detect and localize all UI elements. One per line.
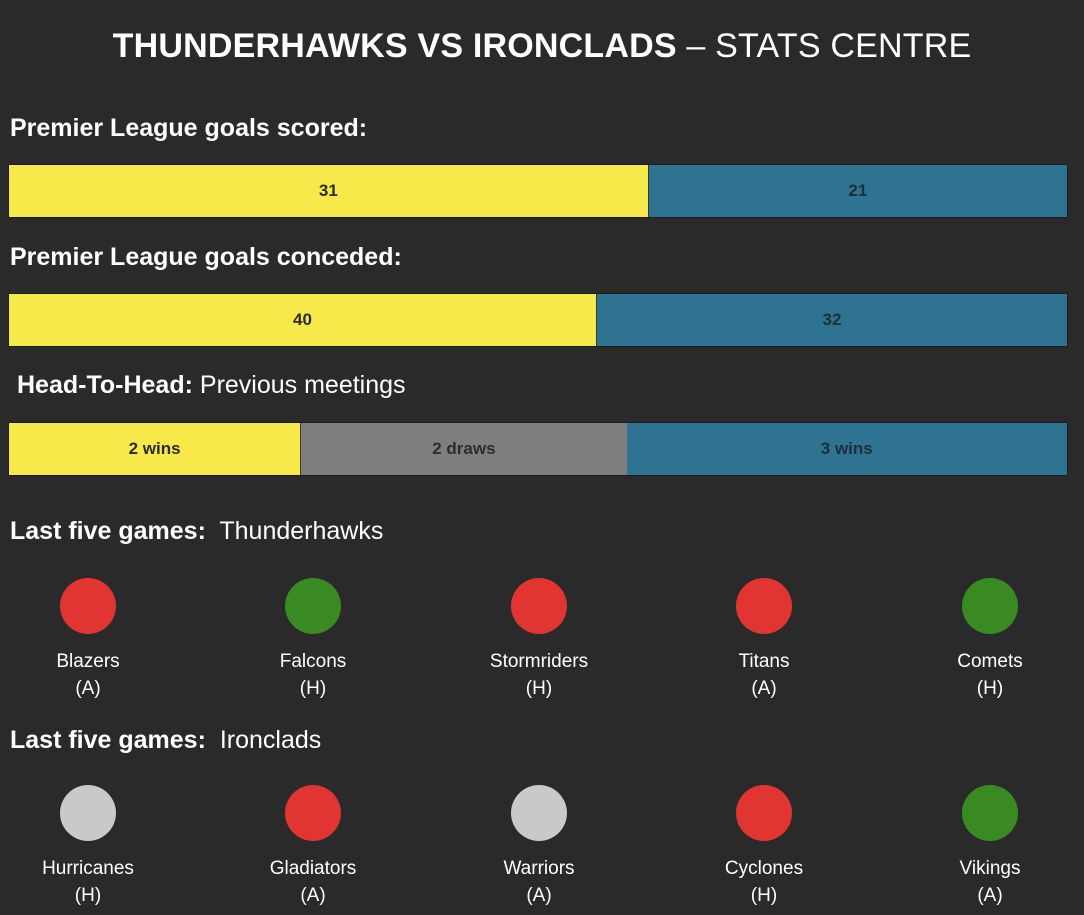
- opponent-name: Hurricanes: [42, 858, 134, 879]
- goals-scored-bar: 31 21: [8, 164, 1068, 218]
- form-game-item: Comets (H): [910, 578, 1070, 700]
- form-home-row: Blazers (A) Falcons (H) Stormriders (H) Titans…: [0, 578, 1084, 708]
- title-teams: THUNDERHAWKS VS IRONCLADS: [112, 27, 677, 65]
- goals-scored-home-value: 31: [318, 181, 338, 200]
- form-game-item: Vikings (A): [910, 785, 1070, 907]
- goals-scored-away-segment: 21: [648, 165, 1067, 217]
- result-loss-dot: [511, 578, 567, 634]
- venue-label: (A): [526, 885, 552, 906]
- venue-label: (A): [75, 678, 101, 699]
- goals-conceded-home-value: 40: [293, 310, 312, 329]
- form-away-team-name: Ironclads: [219, 726, 322, 754]
- venue-label: (A): [977, 885, 1003, 906]
- opponent-name: Stormriders: [489, 651, 589, 672]
- venue-label: (H): [525, 678, 553, 699]
- opponent-name: Titans: [738, 651, 790, 672]
- result-win-dot: [962, 578, 1018, 634]
- form-away-heading: Last five games: Ironclads: [10, 726, 322, 754]
- head-to-head-draw-segment: 2 draws: [301, 423, 627, 475]
- form-away-row: Hurricanes (H) Gladiators (A) Warriors (A) Cyc…: [0, 785, 1084, 915]
- opponent-name: Cyclones: [724, 858, 804, 879]
- venue-label: (H): [299, 678, 327, 699]
- form-home-heading: Last five games: Thunderhawks: [10, 517, 384, 545]
- goals-conceded-heading: Premier League goals conceded:: [10, 243, 402, 271]
- result-draw-dot: [60, 785, 116, 841]
- result-loss-dot: [736, 578, 792, 634]
- venue-label: (A): [751, 678, 777, 699]
- result-loss-dot: [736, 785, 792, 841]
- head-to-head-home-wins: 2 wins: [128, 439, 181, 458]
- venue-label: (H): [74, 885, 102, 906]
- head-to-head-home-segment: 2 wins: [9, 423, 302, 475]
- title-suffix: – STATS CENTRE: [686, 27, 972, 65]
- head-to-head-draws: 2 draws: [432, 439, 496, 458]
- head-to-head-subheading: Previous meetings: [199, 371, 406, 399]
- head-to-head-heading: Head-To-Head: Previous meetings: [17, 371, 406, 399]
- form-game-item: Gladiators (A): [233, 785, 393, 907]
- opponent-name: Warriors: [503, 858, 575, 879]
- result-win-dot: [285, 578, 341, 634]
- form-game-item: Hurricanes (H): [8, 785, 168, 907]
- page-title: THUNDERHAWKS VS IRONCLADS – STATS CENTRE: [0, 26, 1084, 66]
- opponent-name: Falcons: [279, 651, 347, 672]
- venue-label: (H): [976, 678, 1004, 699]
- venue-label: (A): [300, 885, 326, 906]
- opponent-name: Comets: [957, 651, 1023, 672]
- opponent-name: Vikings: [959, 858, 1021, 879]
- venue-label: (H): [750, 885, 778, 906]
- form-game-item: Warriors (A): [459, 785, 619, 907]
- result-loss-dot: [285, 785, 341, 841]
- result-win-dot: [962, 785, 1018, 841]
- head-to-head-bar: 2 wins 2 draws 3 wins: [8, 422, 1068, 476]
- result-loss-dot: [60, 578, 116, 634]
- goals-conceded-away-value: 32: [822, 310, 842, 329]
- goals-conceded-away-segment: 32: [596, 294, 1067, 346]
- goals-scored-away-value: 21: [848, 181, 868, 200]
- goals-scored-home-segment: 31: [9, 165, 649, 217]
- opponent-name: Gladiators: [269, 858, 357, 879]
- opponent-name: Blazers: [56, 651, 120, 672]
- form-game-item: Falcons (H): [233, 578, 393, 700]
- form-game-item: Stormriders (H): [459, 578, 619, 700]
- result-draw-dot: [511, 785, 567, 841]
- form-game-item: Titans (A): [684, 578, 844, 700]
- goals-conceded-bar: 40 32: [8, 293, 1068, 347]
- form-game-item: Cyclones (H): [684, 785, 844, 907]
- form-home-team-name: Thunderhawks: [219, 517, 384, 545]
- head-to-head-away-wins: 3 wins: [820, 439, 873, 458]
- goals-conceded-home-segment: 40: [9, 294, 597, 346]
- head-to-head-away-segment: 3 wins: [626, 423, 1067, 475]
- form-game-item: Blazers (A): [8, 578, 168, 700]
- goals-scored-heading: Premier League goals scored:: [10, 114, 368, 142]
